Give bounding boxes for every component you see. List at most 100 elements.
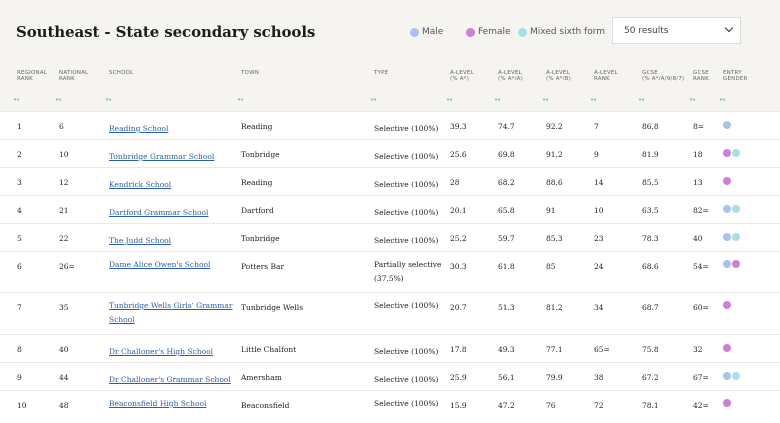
male-dot-icon	[723, 372, 731, 380]
column-header-label: GCSE	[642, 70, 658, 76]
cell-type: Selective (100%)	[374, 180, 439, 189]
sort-town-icon[interactable]: ˅˄	[237, 98, 244, 107]
column-header-label: TOWN	[241, 70, 260, 76]
cell-town: Dartford	[241, 206, 274, 215]
cell-alevel_a: 25.6	[450, 150, 467, 159]
school-link[interactable]: Tonbridge Grammar School	[109, 152, 215, 161]
table-row: 3 12 Kendrick School Reading Selective (100%…	[0, 167, 780, 195]
school-link[interactable]: Dartford Grammar School	[109, 208, 209, 217]
cell-gcse: 75.8	[642, 345, 659, 354]
cell-regional: 8	[17, 345, 22, 354]
table-row: 10 48 Beaconsfield High School Beaconsfield…	[0, 390, 780, 423]
cell-alevel_aa: 51.3	[498, 303, 515, 312]
column-header-label: A-LEVEL	[498, 70, 522, 76]
cell-alevel_rank: 24	[594, 262, 604, 271]
school-link[interactable]: Reading School	[109, 124, 169, 133]
cell-town: Reading	[241, 178, 273, 187]
female-dot-icon	[723, 149, 731, 157]
sort-school-icon[interactable]: ˅˄	[105, 98, 112, 107]
table-row: 7 35 Tunbridge Wells Girls' Grammar School…	[0, 292, 780, 334]
male-dot-icon	[723, 233, 731, 241]
sort-gcse_rank-icon[interactable]: ˅˄	[689, 98, 696, 107]
school-link[interactable]: Dr Challoner's Grammar School	[109, 375, 231, 384]
column-header-label: ENTRY	[723, 70, 742, 76]
cell-alevel_ab: 85.3	[546, 234, 563, 243]
column-header-sublabel: GENDER	[723, 76, 748, 82]
sort-type-icon[interactable]: ˅˄	[370, 98, 377, 107]
cell-alevel_a: 25.9	[450, 373, 467, 382]
school-link[interactable]: Dame Alice Owen's School	[109, 260, 211, 269]
sort-regional-icon[interactable]: ˅˄	[13, 98, 20, 107]
table-row: 4 21 Dartford Grammar School Dartford Select…	[0, 195, 780, 223]
sort-alevel_ab-icon[interactable]: ˅˄	[542, 98, 549, 107]
table-row: 6 26= Dame Alice Owen's School Potters Bar P…	[0, 251, 780, 292]
female-dot-icon	[723, 399, 731, 407]
school-link[interactable]: The Judd School	[109, 236, 172, 245]
column-header-sublabel: RANK	[59, 76, 75, 82]
sort-alevel_aa-icon[interactable]: ˅˄	[494, 98, 501, 107]
cell-type: Selective (100%)	[374, 347, 439, 356]
cell-gcse: 86.8	[642, 122, 659, 131]
cell-alevel_a: 20.7	[450, 303, 467, 312]
sort-alevel_a-icon[interactable]: ˅˄	[446, 98, 453, 107]
column-header-label: A-LEVEL	[546, 70, 570, 76]
school-link[interactable]: Beaconsfield High School	[109, 399, 207, 408]
cell-type: Selective (100%)	[374, 375, 439, 384]
school-link[interactable]: Tunbridge Wells Girls' Grammar School	[109, 301, 233, 324]
cell-town: Potters Bar	[241, 262, 285, 271]
cell-alevel_ab: 85	[546, 262, 556, 271]
female-dot-icon	[723, 344, 731, 352]
school-link[interactable]: Dr Challoner's High School	[109, 347, 214, 356]
entry-gender	[723, 205, 740, 213]
female-dot-icon	[732, 260, 740, 268]
column-header-label: NATIONAL	[59, 70, 89, 76]
column-header-alevel_ab: A-LEVEL (% A*/B)	[546, 70, 571, 82]
cell-type: Selective (100%)	[374, 124, 439, 133]
column-header-label: SCHOOL	[109, 70, 134, 76]
cell-national: 10	[59, 150, 69, 159]
cell-alevel_aa: 69.8	[498, 150, 515, 159]
column-header-regional: REGIONAL RANK	[17, 70, 47, 82]
cell-type: Selective (100%)	[374, 399, 439, 408]
entry-gender	[723, 233, 740, 241]
cell-regional: 7	[17, 303, 22, 312]
column-header-town: TOWN	[241, 70, 259, 76]
chevron-down-icon	[724, 23, 734, 33]
cell-alevel_ab: 92.2	[546, 122, 563, 131]
cell-alevel_a: 17.8	[450, 345, 467, 354]
column-header-sublabel: RANK	[17, 76, 33, 82]
school-link[interactable]: Kendrick School	[109, 180, 172, 189]
legend-male-label: Male	[422, 27, 444, 37]
mixed-dot-icon	[732, 205, 740, 213]
column-header-label: TYPE	[374, 70, 389, 76]
sort-gcse-icon[interactable]: ˅˄	[638, 98, 645, 107]
column-header-gcse_rank: GCSE RANK	[693, 70, 709, 82]
cell-regional: 3	[17, 178, 22, 187]
entry-gender	[723, 260, 740, 268]
results-count-value: 50 results	[624, 26, 669, 36]
male-dot-icon	[723, 205, 731, 213]
column-header-alevel_aa: A-LEVEL (% A*/A)	[498, 70, 523, 82]
cell-alevel_a: 20.1	[450, 206, 467, 215]
column-header-national: NATIONAL RANK	[59, 70, 88, 82]
column-header-label: REGIONAL	[17, 70, 48, 76]
mixed-dot-icon	[732, 233, 740, 241]
column-header-label: GCSE	[693, 70, 709, 76]
results-count-select[interactable]: 50 results	[612, 17, 741, 44]
cell-town: Tonbridge	[241, 234, 280, 243]
cell-town: Tunbridge Wells	[241, 303, 304, 312]
cell-alevel_rank: 34	[594, 303, 604, 312]
sort-gender-icon[interactable]: ˅˄	[719, 98, 726, 107]
cell-national: 21	[59, 206, 69, 215]
cell-gcse_rank: 54=	[693, 262, 709, 271]
cell-town: Reading	[241, 122, 273, 131]
mixed-dot-icon	[732, 372, 740, 380]
sort-alevel_rank-icon[interactable]: ˅˄	[590, 98, 597, 107]
female-dot-icon	[466, 27, 475, 37]
table-row: 5 22 The Judd School Tonbridge Selective (10…	[0, 223, 780, 251]
cell-gcse_rank: 42=	[693, 401, 709, 410]
cell-town: Little Chalfont	[241, 345, 297, 354]
cell-town: Amersham	[241, 373, 282, 382]
sort-national-icon[interactable]: ˅˄	[55, 98, 62, 107]
